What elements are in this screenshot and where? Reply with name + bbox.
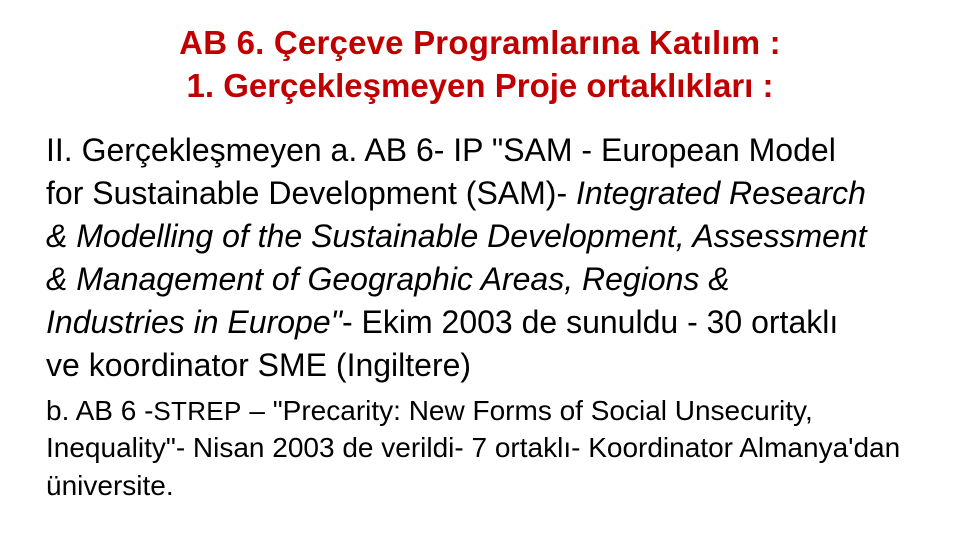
title-line2: 1. Gerçekleşmeyen Proje ortaklıkları :	[46, 65, 914, 106]
para-b-prefix: b. AB 6 -	[46, 395, 153, 426]
para-b-precarity1: Precarity	[283, 395, 393, 426]
paragraph-b: b. AB 6 -STREP – "Precarity: New Forms o…	[46, 392, 914, 505]
paragraph-a: II. Gerçekleşmeyen a. AB 6- IP "SAM - Eu…	[46, 129, 914, 388]
slide: AB 6. Çerçeve Programlarına Katılım : 1.…	[0, 0, 960, 542]
para-b-strep: STREP	[153, 396, 241, 426]
para-b-dash: – "	[242, 395, 283, 426]
title-line1: AB 6. Çerçeve Programlarına Katılım :	[46, 22, 914, 63]
